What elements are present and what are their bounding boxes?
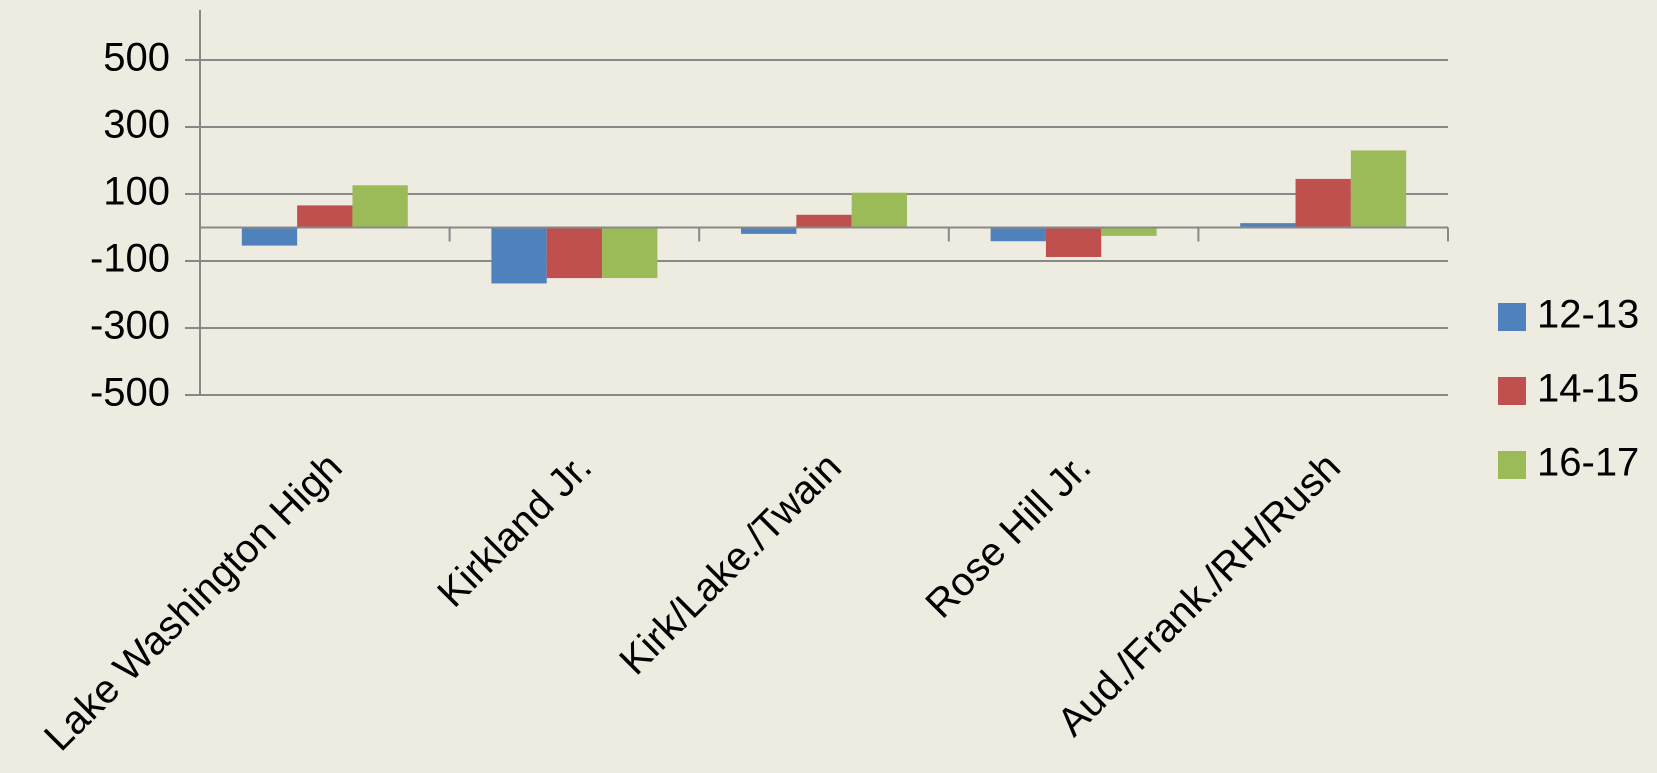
- legend-swatch: [1498, 303, 1526, 331]
- x-tick-label: Kirk/Lake./Twain: [611, 445, 850, 684]
- legend-label: 12-13: [1537, 293, 1639, 337]
- x-tick-label: Kirkland Jr.: [429, 445, 600, 616]
- bar: [1295, 178, 1351, 228]
- bar: [851, 192, 907, 228]
- legend-label: 16-17: [1537, 441, 1639, 485]
- legend-swatch: [1498, 451, 1526, 479]
- legend-label: 14-15: [1537, 367, 1639, 411]
- bar: [1350, 150, 1407, 228]
- bar: [297, 205, 353, 228]
- bar: [546, 227, 603, 279]
- bar: [1101, 227, 1157, 236]
- y-tick-label: -100: [90, 237, 170, 281]
- x-tick-label: Lake Washington High: [36, 445, 351, 760]
- y-tick-label: -500: [90, 371, 170, 415]
- bar: [1240, 223, 1296, 228]
- y-tick-label: -300: [90, 304, 170, 348]
- bar: [491, 227, 547, 284]
- y-tick-label: 100: [103, 170, 170, 214]
- bar: [352, 185, 408, 228]
- bar: [241, 227, 298, 246]
- bar: [796, 214, 852, 228]
- x-tick-label: Rose Hill Jr.: [917, 445, 1099, 627]
- x-tick-label: Aud./Frank./RH/Rush: [1049, 445, 1349, 745]
- bar: [1045, 227, 1102, 257]
- bar: [990, 227, 1046, 242]
- bar: [741, 227, 797, 234]
- y-tick-label: 500: [103, 36, 170, 80]
- legend-swatch: [1498, 377, 1526, 405]
- bar: [602, 227, 658, 279]
- y-tick-label: 300: [103, 103, 170, 147]
